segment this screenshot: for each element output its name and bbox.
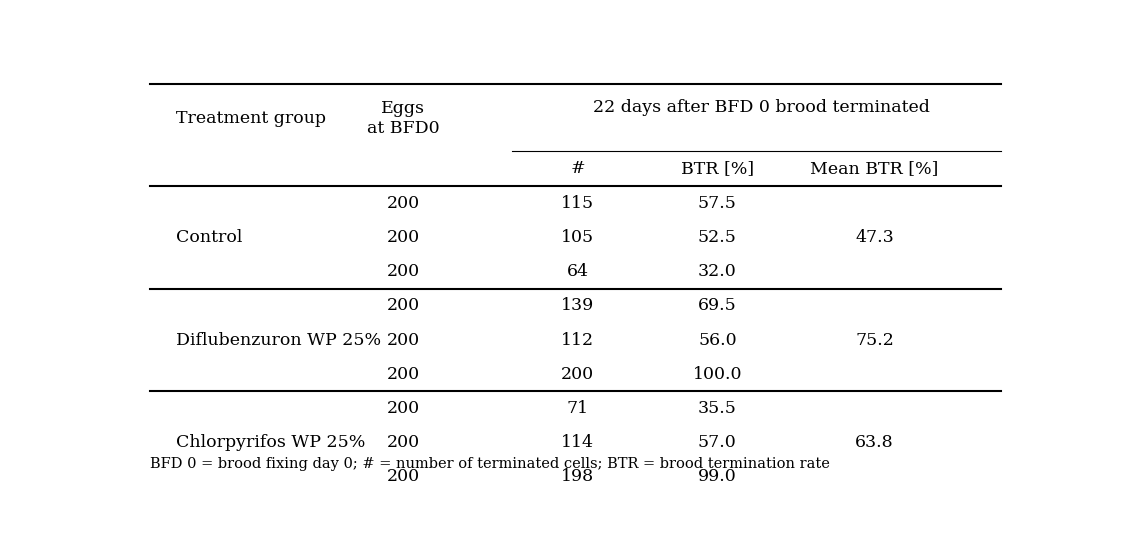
Text: 56.0: 56.0	[698, 332, 737, 349]
Text: 198: 198	[561, 468, 594, 486]
Text: BFD 0 = brood fixing day 0; # = number of terminated cells; BTR = brood terminat: BFD 0 = brood fixing day 0; # = number o…	[150, 457, 829, 470]
Text: 115: 115	[561, 195, 594, 212]
Text: 99.0: 99.0	[698, 468, 737, 486]
Text: 63.8: 63.8	[855, 434, 894, 451]
Text: 57.5: 57.5	[698, 195, 737, 212]
Text: 200: 200	[387, 434, 419, 451]
Text: 32.0: 32.0	[698, 263, 737, 280]
Text: 200: 200	[387, 468, 419, 486]
Text: 64: 64	[567, 263, 588, 280]
Text: 105: 105	[561, 229, 594, 246]
Text: Eggs
at BFD0: Eggs at BFD0	[366, 100, 440, 137]
Text: 200: 200	[387, 400, 419, 417]
Text: 139: 139	[561, 298, 594, 314]
Text: 71: 71	[567, 400, 588, 417]
Text: 200: 200	[387, 195, 419, 212]
Text: Mean BTR [%]: Mean BTR [%]	[810, 160, 939, 177]
Text: 57.0: 57.0	[698, 434, 737, 451]
Text: #: #	[570, 160, 585, 177]
Text: 200: 200	[387, 229, 419, 246]
Text: 200: 200	[387, 332, 419, 349]
Text: Treatment group: Treatment group	[176, 109, 326, 127]
Text: 112: 112	[561, 332, 594, 349]
Text: 114: 114	[561, 434, 594, 451]
Text: 200: 200	[387, 298, 419, 314]
Text: 75.2: 75.2	[855, 332, 894, 349]
Text: 22 days after BFD 0 brood terminated: 22 days after BFD 0 brood terminated	[593, 99, 930, 116]
Text: 200: 200	[387, 263, 419, 280]
Text: Control: Control	[176, 229, 242, 246]
Text: 47.3: 47.3	[855, 229, 894, 246]
Text: Diflubenzuron WP 25%: Diflubenzuron WP 25%	[176, 332, 381, 349]
Text: 200: 200	[387, 366, 419, 383]
Text: 100.0: 100.0	[693, 366, 742, 383]
Text: BTR [%]: BTR [%]	[681, 160, 754, 177]
Text: 52.5: 52.5	[698, 229, 737, 246]
Text: Chlorpyrifos WP 25%: Chlorpyrifos WP 25%	[176, 434, 365, 451]
Text: 200: 200	[561, 366, 594, 383]
Text: 35.5: 35.5	[698, 400, 737, 417]
Text: 69.5: 69.5	[698, 298, 737, 314]
